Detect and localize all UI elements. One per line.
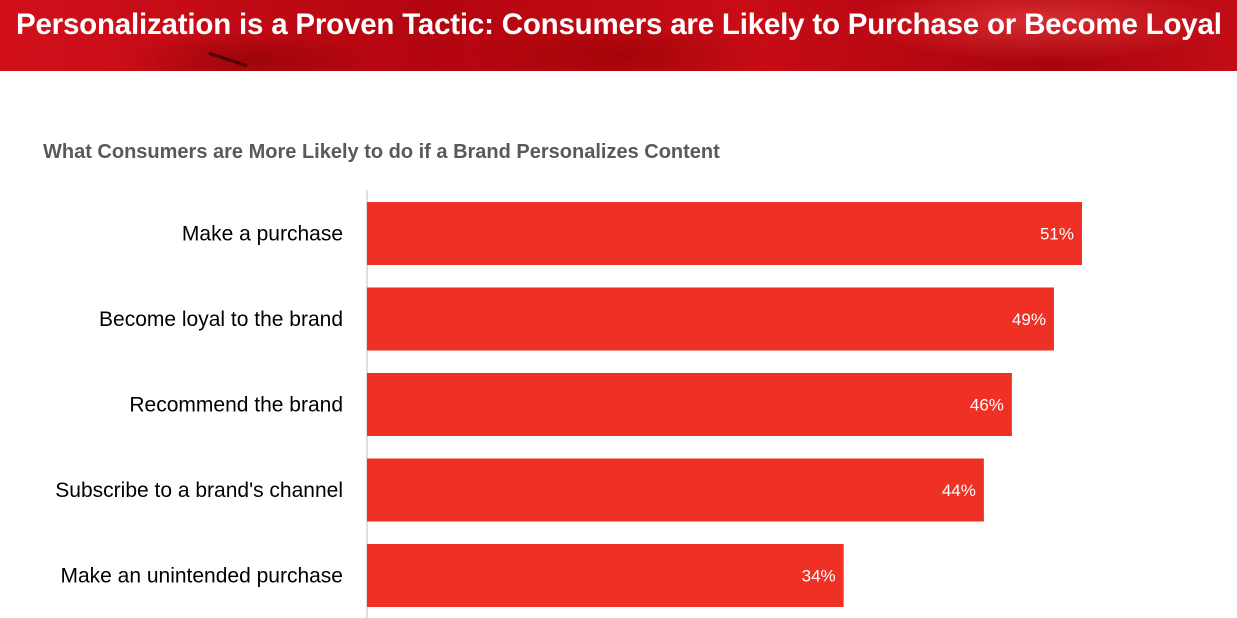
data-label: 44% [942,481,976,500]
header-banner: Personalization is a Proven Tactic: Cons… [0,0,1237,71]
category-label: Subscribe to a brand's channel [55,479,343,502]
chart-title: What Consumers are More Likely to do if … [43,141,720,163]
data-label: 34% [802,567,836,586]
bar [367,202,1082,265]
category-label: Become loyal to the brand [99,308,343,331]
category-label: Make a purchase [182,223,343,246]
data-label: 46% [970,396,1004,415]
category-label: Recommend the brand [129,394,343,417]
bar [367,373,1012,436]
category-label: Make an unintended purchase [60,565,343,588]
data-label: 49% [1012,310,1046,329]
bar [367,544,844,607]
bar [367,458,984,522]
data-label: 51% [1040,225,1074,244]
page-title: Personalization is a Proven Tactic: Cons… [16,8,1222,41]
bar [367,287,1054,351]
